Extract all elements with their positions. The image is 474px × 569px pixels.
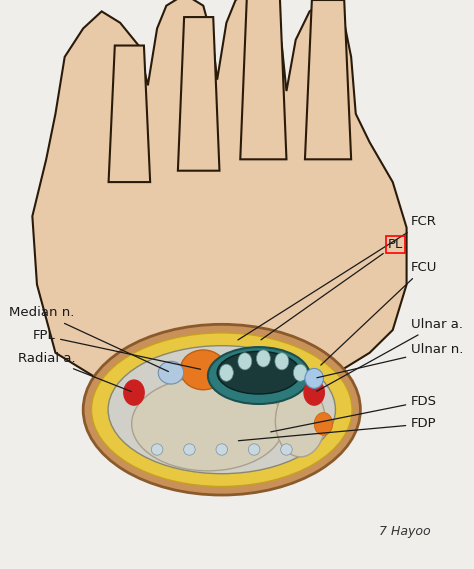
Ellipse shape <box>132 377 284 471</box>
Ellipse shape <box>217 351 301 394</box>
Polygon shape <box>240 0 286 159</box>
Text: 7 Hayoo: 7 Hayoo <box>379 525 430 538</box>
Ellipse shape <box>91 333 352 486</box>
Polygon shape <box>109 46 150 182</box>
Text: FPL: FPL <box>32 329 201 369</box>
Polygon shape <box>305 0 351 159</box>
Text: Median n.: Median n. <box>9 307 168 372</box>
Text: FCR: FCR <box>238 216 437 340</box>
Polygon shape <box>178 17 219 171</box>
Ellipse shape <box>305 369 323 388</box>
Ellipse shape <box>248 444 260 455</box>
Ellipse shape <box>183 444 195 455</box>
Circle shape <box>304 380 324 405</box>
Ellipse shape <box>151 444 163 455</box>
Ellipse shape <box>219 364 233 381</box>
Text: FCU: FCU <box>321 261 438 365</box>
Ellipse shape <box>275 353 289 370</box>
Text: Ulnar a.: Ulnar a. <box>317 318 463 391</box>
Text: PL: PL <box>261 238 403 340</box>
Text: FDP: FDP <box>238 418 437 441</box>
Ellipse shape <box>293 364 307 381</box>
Ellipse shape <box>108 345 336 473</box>
Ellipse shape <box>208 347 310 404</box>
Ellipse shape <box>238 353 252 370</box>
Ellipse shape <box>216 444 228 455</box>
Polygon shape <box>32 0 407 398</box>
Text: Ulnar n.: Ulnar n. <box>317 344 464 378</box>
Ellipse shape <box>281 444 292 455</box>
Text: FDS: FDS <box>271 395 437 432</box>
Ellipse shape <box>180 350 227 390</box>
Ellipse shape <box>314 413 333 435</box>
Circle shape <box>124 380 144 405</box>
Ellipse shape <box>256 350 270 367</box>
Ellipse shape <box>158 361 183 384</box>
Ellipse shape <box>275 385 325 457</box>
Ellipse shape <box>83 324 360 495</box>
Text: Radial a.: Radial a. <box>18 352 131 391</box>
